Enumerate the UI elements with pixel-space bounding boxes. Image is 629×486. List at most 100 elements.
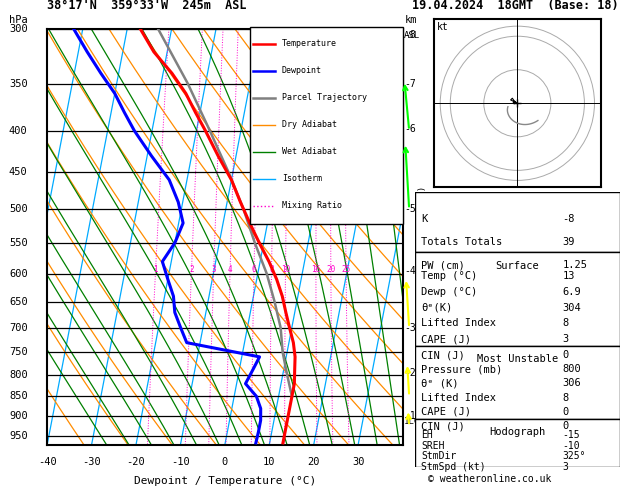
Text: kt: kt [437, 21, 448, 32]
Text: CIN (J): CIN (J) [421, 421, 465, 431]
Text: -20: -20 [126, 457, 145, 467]
Text: Hodograph: Hodograph [489, 427, 545, 437]
Text: 4: 4 [228, 265, 232, 274]
Text: 306: 306 [562, 379, 581, 388]
Text: 400: 400 [9, 125, 28, 136]
Text: Dewp (°C): Dewp (°C) [421, 287, 477, 296]
Text: 20: 20 [308, 457, 320, 467]
Text: 550: 550 [9, 238, 28, 248]
Text: Totals Totals: Totals Totals [421, 237, 503, 247]
Text: 8: 8 [269, 265, 274, 274]
Text: Dry Adiabat: Dry Adiabat [282, 120, 337, 129]
Bar [415, 346, 620, 418]
Text: 1.25: 1.25 [562, 260, 587, 270]
FancyBboxPatch shape [250, 27, 403, 225]
Text: EH: EH [421, 430, 433, 440]
Text: © weatheronline.co.uk: © weatheronline.co.uk [428, 473, 551, 484]
Text: θᵉ(K): θᵉ(K) [421, 303, 452, 312]
Text: 8: 8 [562, 393, 569, 402]
Text: Wet Adiabat: Wet Adiabat [282, 147, 337, 156]
Text: Mixing Ratio: Mixing Ratio [282, 201, 342, 210]
Text: 8: 8 [562, 318, 569, 329]
Text: Temperature: Temperature [282, 39, 337, 48]
Text: 800: 800 [562, 364, 581, 374]
Bar [415, 252, 620, 346]
Text: 304: 304 [562, 303, 581, 312]
Text: CAPE (J): CAPE (J) [421, 334, 471, 345]
Text: 1LCL: 1LCL [404, 417, 426, 426]
Text: 500: 500 [9, 204, 28, 214]
Text: Surface: Surface [496, 260, 539, 271]
Text: 0: 0 [562, 421, 569, 431]
Text: -40: -40 [38, 457, 57, 467]
Text: 3: 3 [562, 462, 568, 472]
Text: -4: -4 [404, 266, 416, 276]
Text: 650: 650 [9, 297, 28, 307]
Text: θᵉ (K): θᵉ (K) [421, 379, 459, 388]
Text: -8: -8 [404, 30, 416, 40]
Text: 850: 850 [9, 391, 28, 401]
Text: Isotherm: Isotherm [282, 174, 321, 183]
Text: 950: 950 [9, 431, 28, 440]
Text: Temp (°C): Temp (°C) [421, 271, 477, 281]
Text: -10: -10 [171, 457, 190, 467]
Text: 300: 300 [9, 24, 28, 34]
Text: 3: 3 [211, 265, 216, 274]
Text: 0: 0 [562, 407, 569, 417]
Text: SREH: SREH [421, 441, 445, 451]
Text: 0: 0 [222, 457, 228, 467]
Text: -2: -2 [404, 368, 416, 378]
Text: -10: -10 [562, 441, 580, 451]
Text: 700: 700 [9, 323, 28, 333]
Text: CIN (J): CIN (J) [421, 350, 465, 360]
Text: Lifted Index: Lifted Index [421, 393, 496, 402]
Text: 20: 20 [326, 265, 335, 274]
Text: -1: -1 [404, 411, 416, 421]
Text: 0: 0 [562, 350, 569, 360]
Text: 325°: 325° [562, 451, 586, 461]
Text: 600: 600 [9, 269, 28, 278]
Text: Dewpoint / Temperature (°C): Dewpoint / Temperature (°C) [134, 476, 316, 486]
Text: PW (cm): PW (cm) [421, 260, 465, 270]
Text: StmSpd (kt): StmSpd (kt) [421, 462, 486, 472]
Text: 800: 800 [9, 370, 28, 380]
Text: km: km [404, 15, 417, 25]
Bar [415, 418, 620, 467]
Text: 6: 6 [252, 265, 256, 274]
Text: 38°17'N  359°33'W  245m  ASL: 38°17'N 359°33'W 245m ASL [47, 0, 247, 12]
Text: Lifted Index: Lifted Index [421, 318, 496, 329]
Text: 19.04.2024  18GMT  (Base: 18): 19.04.2024 18GMT (Base: 18) [412, 0, 618, 12]
Text: -5: -5 [404, 204, 416, 214]
Text: -7: -7 [404, 79, 416, 88]
Text: Parcel Trajectory: Parcel Trajectory [282, 93, 367, 102]
Text: 2: 2 [189, 265, 194, 274]
Text: -8: -8 [562, 214, 575, 225]
Bar [415, 192, 620, 252]
Text: -30: -30 [82, 457, 101, 467]
Text: 1: 1 [153, 265, 158, 274]
Text: 13: 13 [562, 271, 575, 281]
Text: 350: 350 [9, 79, 28, 88]
Text: 750: 750 [9, 347, 28, 357]
Text: 900: 900 [9, 412, 28, 421]
Text: Mixing Ratio (g/kg): Mixing Ratio (g/kg) [418, 186, 426, 288]
Text: 25: 25 [342, 265, 351, 274]
Text: 450: 450 [9, 167, 28, 177]
Text: 10: 10 [281, 265, 290, 274]
Text: ASL: ASL [404, 31, 420, 39]
Text: 10: 10 [263, 457, 276, 467]
Text: Dewpoint: Dewpoint [282, 66, 321, 75]
Text: Most Unstable: Most Unstable [477, 354, 558, 364]
Text: 3: 3 [562, 334, 569, 345]
Text: -15: -15 [562, 430, 580, 440]
Text: -3: -3 [404, 323, 416, 333]
Text: Pressure (mb): Pressure (mb) [421, 364, 503, 374]
Text: CAPE (J): CAPE (J) [421, 407, 471, 417]
Text: 6.9: 6.9 [562, 287, 581, 296]
Text: StmDir: StmDir [421, 451, 457, 461]
Text: 16: 16 [311, 265, 321, 274]
Text: 30: 30 [352, 457, 364, 467]
Text: -6: -6 [404, 124, 416, 134]
Text: hPa: hPa [9, 15, 28, 25]
Text: K: K [421, 214, 428, 225]
